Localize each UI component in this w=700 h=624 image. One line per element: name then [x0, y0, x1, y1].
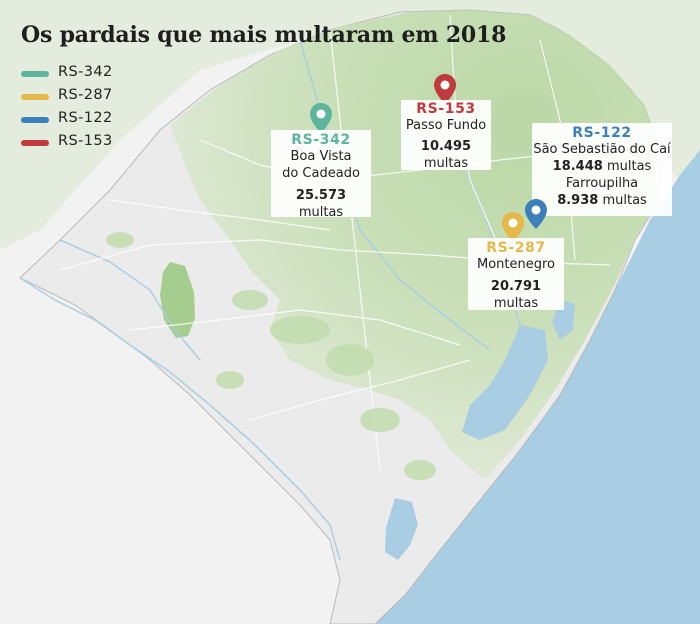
- legend-item-rs122: RS-122: [20, 110, 140, 133]
- fine-unit: multas: [602, 193, 647, 208]
- legend-label: RS-122: [58, 110, 113, 126]
- lagoa-mirim: [385, 498, 418, 560]
- map-title: Os pardais que mais multaram em 2018: [21, 22, 507, 48]
- fine-count: 20.791: [490, 279, 542, 294]
- route-label: RS-122: [572, 125, 632, 141]
- fine-count: 25.573: [295, 188, 347, 203]
- legend-label: RS-153: [58, 133, 113, 149]
- marker-card-rs342: RS-342 Boa Vista do Cadeado 25.573 multa…: [271, 130, 371, 220]
- fine-count-line: 18.448 multas: [532, 158, 672, 175]
- legend-swatch: [21, 94, 49, 100]
- map-pin-icon[interactable]: [310, 103, 332, 133]
- fine-count: 10.495: [420, 139, 472, 154]
- marker-card-rs287: RS-287 Montenegro 20.791 multas: [468, 238, 564, 311]
- route-label: RS-287: [486, 240, 546, 256]
- fine-unit: multas: [423, 156, 469, 171]
- marker-card-rs122: RS-122 São Sebastião do Caí 18.448 multa…: [532, 123, 672, 216]
- fine-unit: multas: [606, 159, 652, 174]
- fine-unit: multas: [493, 296, 539, 311]
- legend-swatch: [21, 140, 49, 146]
- fine-count-line: 8.938 multas: [532, 192, 672, 209]
- legend-label: RS-287: [58, 87, 113, 103]
- map-pin-icon[interactable]: [502, 212, 524, 242]
- lagoa-dos-patos: [462, 325, 548, 440]
- legend-item-rs287: RS-287: [20, 87, 140, 110]
- coastal-lagoon: [552, 300, 575, 340]
- map-pin-icon[interactable]: [525, 199, 547, 229]
- place-name: Boa Vista: [290, 149, 352, 164]
- legend-label: RS-342: [58, 64, 113, 80]
- fine-count: 18.448: [552, 159, 603, 174]
- place-name: São Sebastião do Caí: [533, 142, 671, 157]
- route-label: RS-153: [416, 101, 476, 117]
- legend-swatch: [21, 117, 49, 123]
- map-pin-icon[interactable]: [434, 74, 456, 104]
- fine-unit: multas: [298, 205, 344, 220]
- fine-count: 8.938: [557, 193, 599, 208]
- place-name: Montenegro: [476, 257, 555, 272]
- legend: RS-342 RS-287 RS-122 RS-153: [20, 64, 140, 156]
- marker-card-rs153: RS-153 Passo Fundo 10.495 multas: [401, 100, 491, 171]
- place-name: Farroupilha: [565, 176, 639, 191]
- place-name: Passo Fundo: [405, 118, 487, 133]
- ocean: [370, 150, 700, 624]
- vegetation-patches: [106, 232, 436, 480]
- place-name: do Cadeado: [282, 166, 360, 181]
- legend-item-rs342: RS-342: [20, 64, 140, 87]
- route-label: RS-342: [291, 132, 351, 148]
- legend-item-rs153: RS-153: [20, 133, 140, 156]
- legend-swatch: [21, 71, 49, 77]
